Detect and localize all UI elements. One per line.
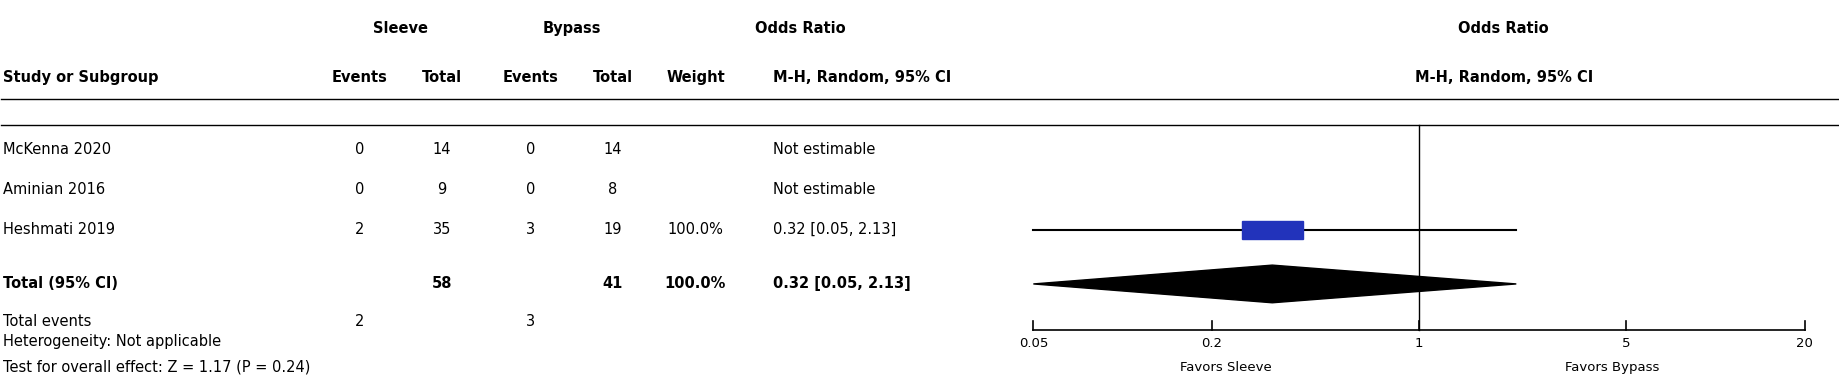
Text: 35: 35: [432, 222, 451, 237]
Text: 100.0%: 100.0%: [664, 276, 726, 291]
Text: Favors Bypass: Favors Bypass: [1565, 361, 1659, 374]
Polygon shape: [1034, 265, 1517, 303]
Text: Not estimable: Not estimable: [772, 143, 875, 158]
Text: 0.2: 0.2: [1201, 337, 1223, 350]
Text: Not estimable: Not estimable: [772, 182, 875, 197]
Text: Test for overall effect: Z = 1.17 (P = 0.24): Test for overall effect: Z = 1.17 (P = 0…: [4, 359, 311, 374]
Text: 9: 9: [438, 182, 447, 197]
Text: 0: 0: [355, 143, 364, 158]
Text: Odds Ratio: Odds Ratio: [754, 21, 846, 36]
Text: Heterogeneity: Not applicable: Heterogeneity: Not applicable: [4, 334, 221, 349]
Text: Total: Total: [421, 70, 462, 85]
Text: M-H, Random, 95% CI: M-H, Random, 95% CI: [1414, 70, 1593, 85]
Text: 14: 14: [603, 143, 622, 158]
Text: McKenna 2020: McKenna 2020: [4, 143, 112, 158]
Bar: [1241, 221, 1302, 238]
Text: 19: 19: [603, 222, 622, 237]
Text: Heshmati 2019: Heshmati 2019: [4, 222, 116, 237]
Text: 0: 0: [526, 143, 535, 158]
Text: 1: 1: [1414, 337, 1423, 350]
Text: 58: 58: [432, 276, 452, 291]
Text: Events: Events: [502, 70, 559, 85]
Text: 8: 8: [609, 182, 618, 197]
Text: 0.05: 0.05: [1019, 337, 1048, 350]
Text: 3: 3: [526, 222, 535, 237]
Text: 14: 14: [432, 143, 451, 158]
Text: Events: Events: [331, 70, 388, 85]
Text: 41: 41: [603, 276, 623, 291]
Text: Study or Subgroup: Study or Subgroup: [4, 70, 158, 85]
Text: Total events: Total events: [4, 314, 92, 329]
Text: 100.0%: 100.0%: [668, 222, 723, 237]
Text: Weight: Weight: [666, 70, 725, 85]
Text: 3: 3: [526, 314, 535, 329]
Text: 20: 20: [1797, 337, 1813, 350]
Text: 0.32 [0.05, 2.13]: 0.32 [0.05, 2.13]: [772, 222, 896, 237]
Text: Total: Total: [592, 70, 633, 85]
Text: 2: 2: [355, 314, 364, 329]
Text: Odds Ratio: Odds Ratio: [1458, 21, 1548, 36]
Text: Favors Sleeve: Favors Sleeve: [1181, 361, 1273, 374]
Text: Bypass: Bypass: [543, 21, 601, 36]
Text: 5: 5: [1622, 337, 1631, 350]
Text: M-H, Random, 95% CI: M-H, Random, 95% CI: [772, 70, 951, 85]
Text: Total (95% CI): Total (95% CI): [4, 276, 118, 291]
Text: Aminian 2016: Aminian 2016: [4, 182, 105, 197]
Text: 0.32 [0.05, 2.13]: 0.32 [0.05, 2.13]: [772, 276, 910, 291]
Text: Sleeve: Sleeve: [373, 21, 428, 36]
Text: 2: 2: [355, 222, 364, 237]
Text: 0: 0: [526, 182, 535, 197]
Text: 0: 0: [355, 182, 364, 197]
